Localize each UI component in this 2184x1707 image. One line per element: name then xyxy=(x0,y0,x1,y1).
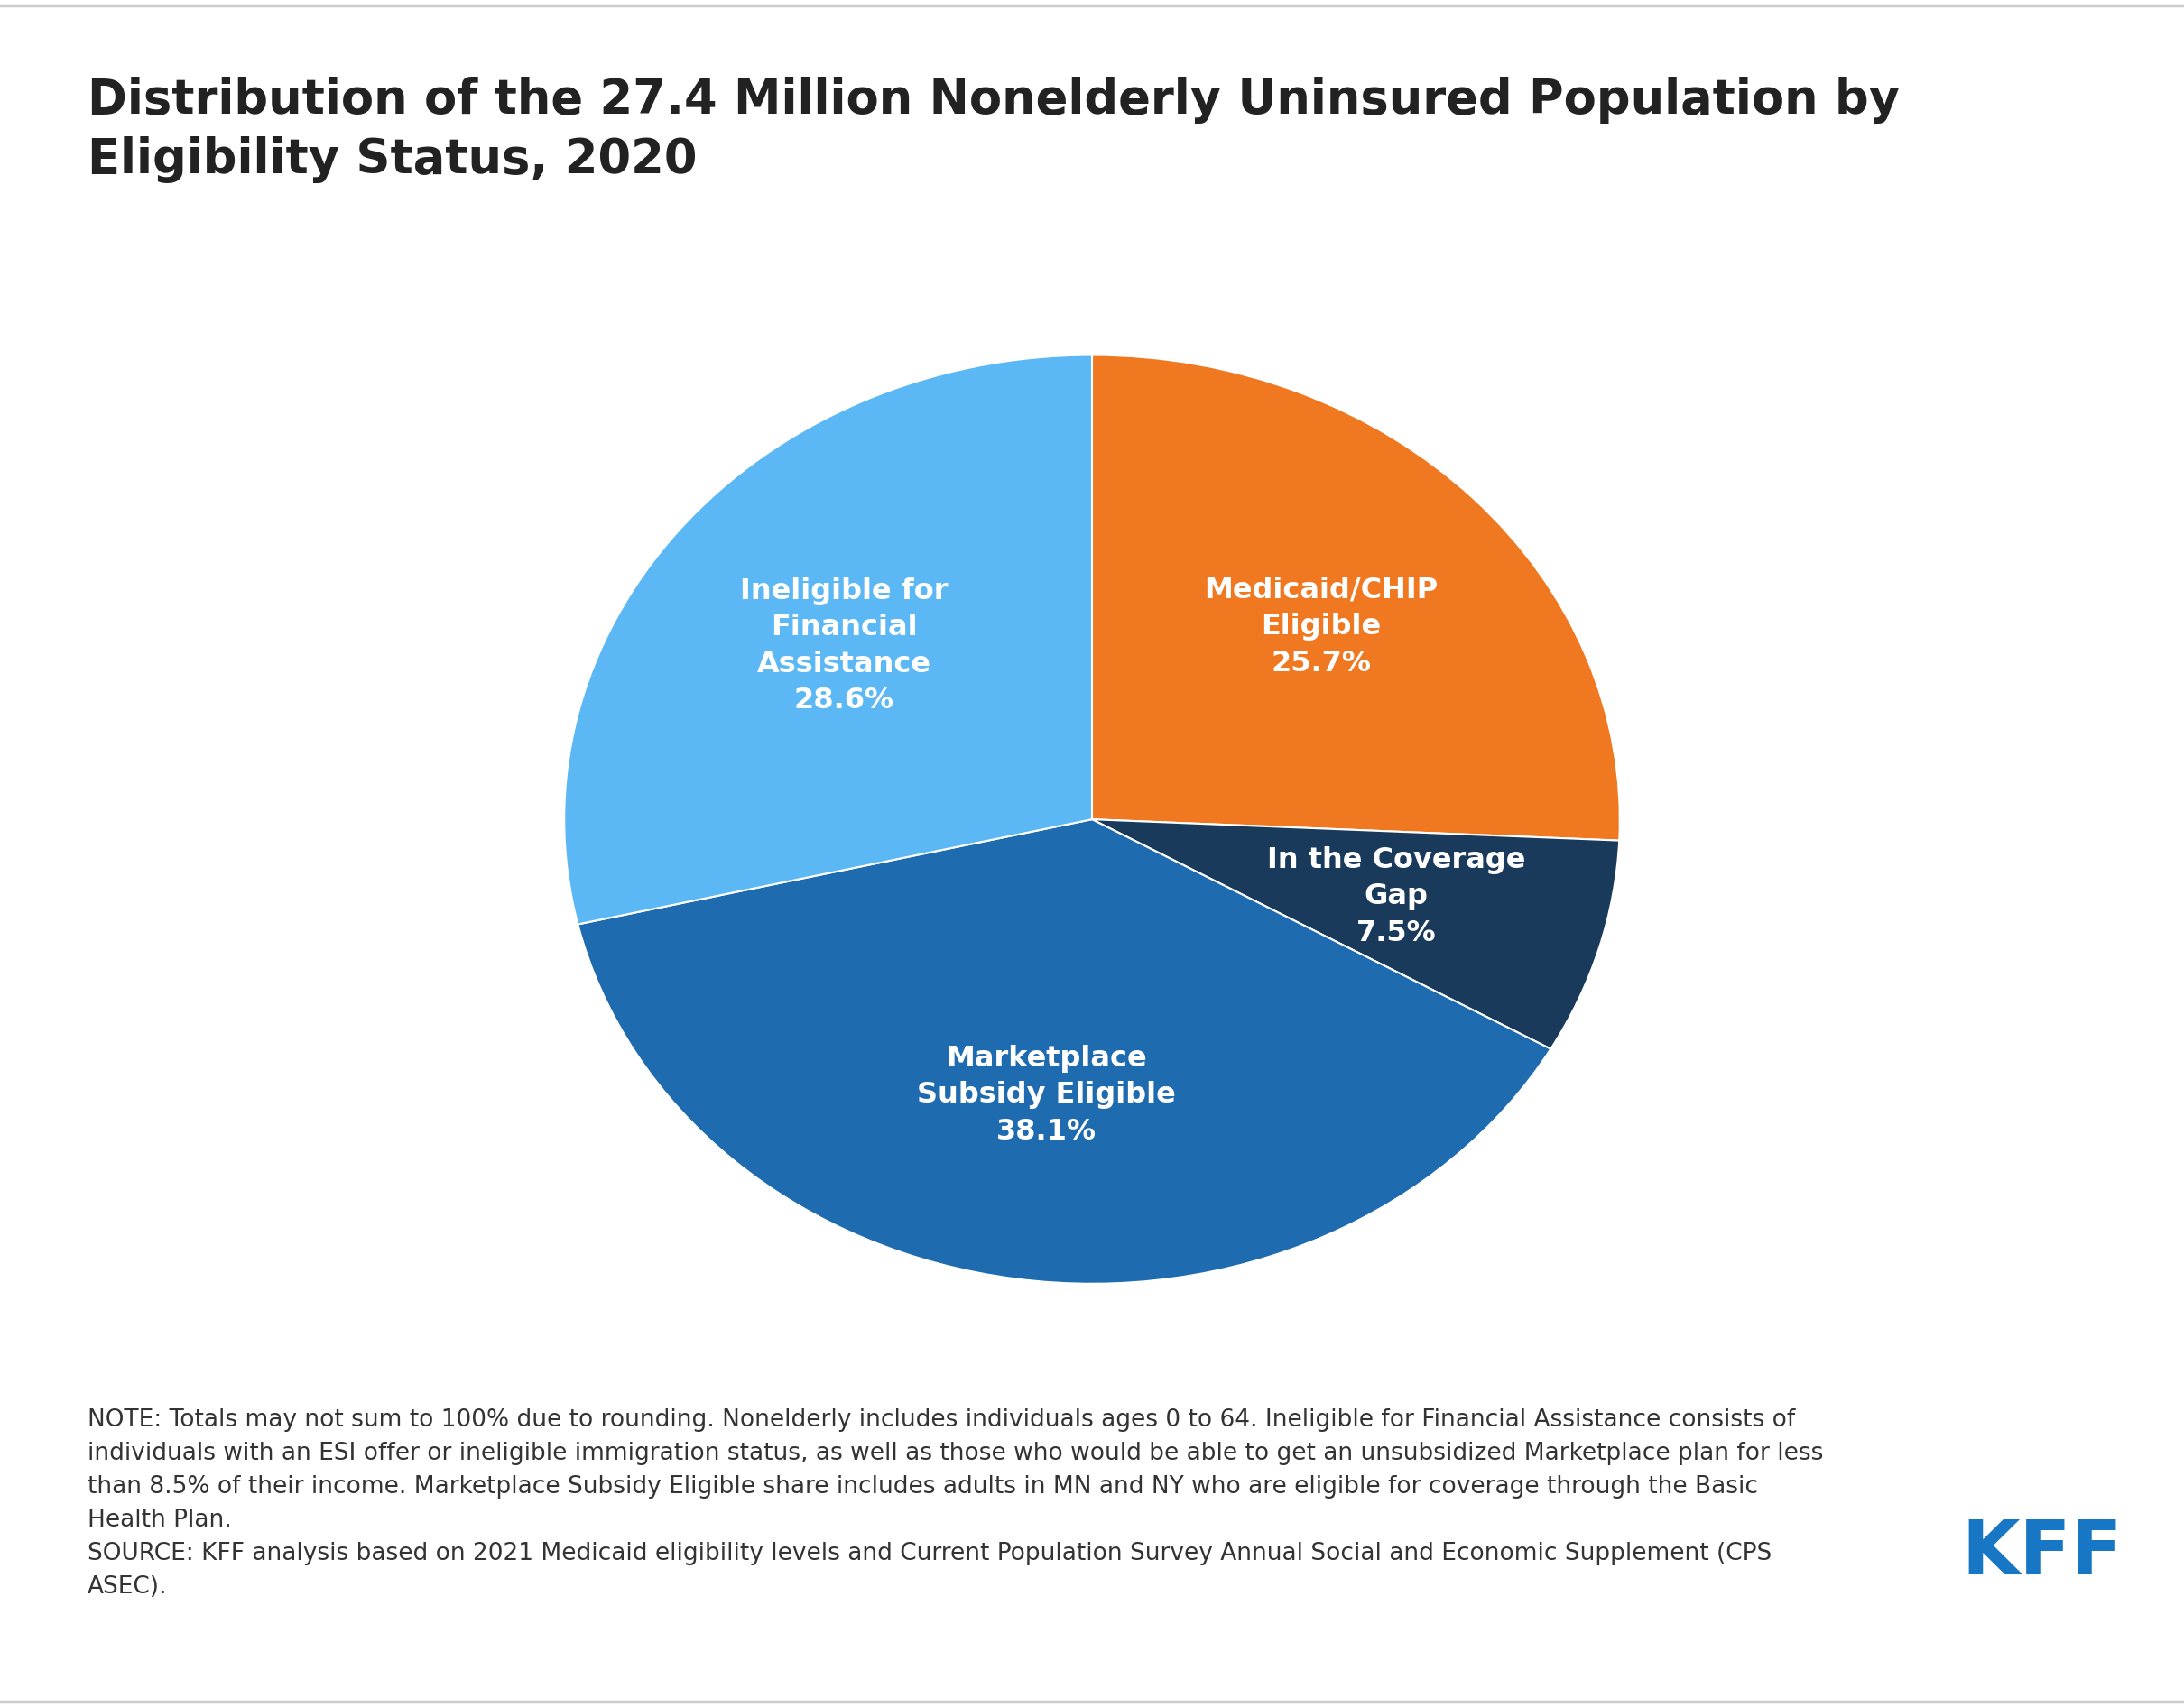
Wedge shape xyxy=(1092,819,1618,1050)
Text: Marketplace
Subsidy Eligible
38.1%: Marketplace Subsidy Eligible 38.1% xyxy=(917,1045,1175,1145)
Wedge shape xyxy=(1092,355,1621,840)
Wedge shape xyxy=(579,819,1551,1284)
Wedge shape xyxy=(563,355,1092,923)
Text: KFF: KFF xyxy=(1961,1518,2123,1589)
Text: Medicaid/CHIP
Eligible
25.7%: Medicaid/CHIP Eligible 25.7% xyxy=(1203,577,1437,678)
Text: Ineligible for
Financial
Assistance
28.6%: Ineligible for Financial Assistance 28.6… xyxy=(740,577,948,715)
Text: Distribution of the 27.4 Million Nonelderly Uninsured Population by
Eligibility : Distribution of the 27.4 Million Nonelde… xyxy=(87,77,1900,184)
Text: In the Coverage
Gap
7.5%: In the Coverage Gap 7.5% xyxy=(1267,847,1524,947)
Text: NOTE: Totals may not sum to 100% due to rounding. Nonelderly includes individual: NOTE: Totals may not sum to 100% due to … xyxy=(87,1408,1824,1599)
